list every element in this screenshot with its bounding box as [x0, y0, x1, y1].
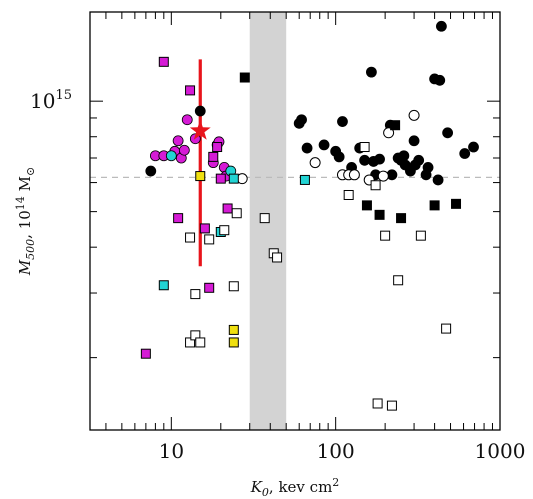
filled-square-marker: [429, 200, 440, 211]
filled-square-marker: [361, 200, 372, 211]
filled-circle-marker: [442, 127, 454, 139]
filled-square-marker: [396, 213, 407, 224]
filled-circle-marker: [422, 161, 434, 173]
cyan-square-marker: [158, 280, 169, 291]
y-title-unit: M: [16, 176, 34, 196]
filled-square-marker: [451, 198, 462, 209]
open-square-marker: [228, 281, 239, 292]
filled-circle-marker: [408, 135, 420, 147]
filled-square-marker: [390, 120, 401, 131]
y-title-sub: 500: [24, 239, 37, 260]
magenta-square-marker: [158, 56, 169, 67]
x-tick-label: 10: [159, 439, 184, 463]
cyan-circle-marker: [165, 150, 177, 162]
filled-square-marker: [239, 72, 250, 83]
y-title-sup: 14: [14, 196, 27, 210]
x-title-sub: 0: [262, 486, 269, 499]
filled-circle-marker: [468, 141, 479, 153]
magenta-square-marker: [215, 173, 226, 184]
filled-square-marker: [374, 209, 385, 220]
y-title-sun-symbol: ⊙: [24, 167, 37, 176]
open-circle-marker: [309, 157, 321, 169]
open-circle-marker: [348, 169, 360, 181]
plot-frame: [89, 11, 501, 431]
filled-circle-marker: [413, 154, 425, 166]
filled-circle-marker: [301, 142, 313, 154]
filled-circle-marker: [398, 150, 410, 162]
filled-circle-marker: [337, 116, 348, 127]
open-square-marker: [393, 275, 404, 286]
yellow-square-marker: [195, 171, 206, 182]
yellow-square-marker: [228, 324, 239, 335]
filled-circle-marker: [333, 151, 345, 163]
open-square-marker: [272, 252, 283, 263]
open-square-marker: [359, 142, 370, 153]
open-square-marker: [370, 180, 381, 191]
filled-circle-marker: [366, 66, 377, 78]
magenta-square-marker: [208, 151, 219, 162]
open-square-marker: [380, 230, 391, 241]
filled-circle-marker: [145, 165, 157, 177]
x-title-rest: , kev cm: [269, 478, 332, 496]
y-tick-label: 1015: [30, 88, 72, 113]
open-square-marker: [185, 232, 196, 243]
magenta-square-marker: [212, 142, 223, 153]
y-title-rest: , 10: [16, 210, 34, 239]
magenta-circle-marker: [181, 114, 193, 126]
y-axis-title: M500, 1014 M⊙: [14, 167, 37, 276]
filled-circle-marker: [318, 139, 330, 151]
open-square-marker: [386, 400, 397, 411]
open-square-marker: [219, 225, 230, 236]
x-tick-label: 100: [317, 439, 355, 463]
filled-circle-marker: [359, 154, 371, 166]
magenta-square-marker: [185, 85, 196, 96]
y-tick-exponent: 15: [55, 88, 72, 103]
open-square-marker: [190, 289, 201, 300]
open-square-marker: [204, 234, 215, 245]
open-square-marker: [343, 189, 354, 200]
filled-circle-marker: [194, 105, 206, 117]
magenta-square-marker: [222, 203, 233, 214]
magenta-circle-marker: [172, 135, 184, 147]
open-circle-marker: [377, 170, 389, 182]
open-circle-marker: [408, 109, 420, 121]
open-square-marker: [372, 398, 383, 409]
magenta-circle-marker: [178, 144, 190, 156]
y-title-var: M: [16, 259, 34, 276]
y-tick-base: 10: [30, 89, 55, 113]
open-square-marker: [415, 230, 426, 241]
magenta-square-marker: [199, 223, 210, 234]
filled-circle-marker: [432, 174, 444, 186]
cyan-square-marker: [299, 174, 310, 185]
open-square-marker: [231, 208, 242, 219]
open-square-marker: [195, 337, 206, 348]
x-tick-label: 1000: [475, 439, 526, 463]
filled-circle-marker: [374, 153, 385, 165]
open-square-marker: [259, 213, 270, 224]
cyan-square-marker: [228, 173, 239, 184]
magenta-square-marker: [173, 213, 184, 224]
x-title-sup: 2: [332, 476, 339, 489]
open-square-marker: [441, 323, 452, 334]
magenta-square-marker: [140, 348, 151, 359]
yellow-square-marker: [228, 337, 239, 348]
x-axis-title: K0, kev cm2: [250, 476, 340, 499]
open-circle-marker: [383, 127, 395, 139]
magenta-square-marker: [204, 282, 215, 293]
filled-circle-marker: [296, 114, 307, 126]
open-square-marker: [185, 337, 196, 348]
x-title-var: K: [250, 478, 263, 496]
filled-circle-marker: [459, 148, 471, 159]
filled-circle-marker: [436, 20, 447, 32]
highlight-star: [189, 119, 211, 140]
filled-circle-marker: [434, 74, 446, 86]
